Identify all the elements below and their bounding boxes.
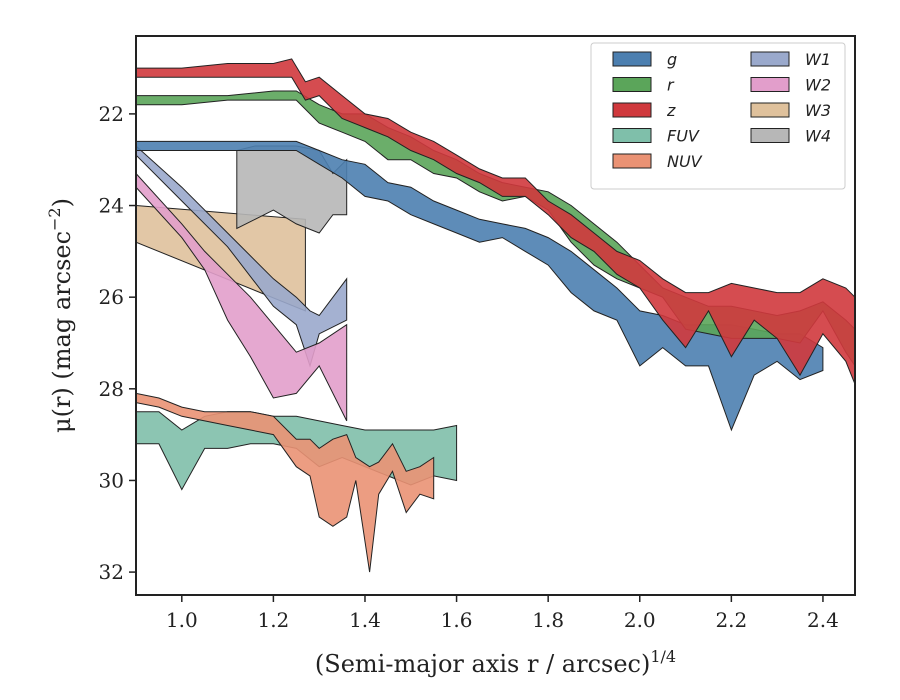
x-tick-label: 2.4 — [807, 608, 839, 632]
legend: grz FUV NUV W1 W2 W3 W4 — [590, 42, 846, 190]
legend-label-w4: W4 — [805, 127, 831, 146]
y-axis-label: μ(r) (mag arcsec−2) — [45, 198, 76, 433]
legend-swatch-r — [612, 77, 652, 92]
legend-swatch-w2 — [750, 77, 790, 92]
x-tick-label: 1.8 — [532, 608, 564, 632]
x-tick-label: 1.0 — [166, 608, 198, 632]
legend-label-w3: W3 — [805, 101, 831, 120]
band-g — [136, 140, 824, 432]
legend-swatch-g — [612, 51, 652, 67]
y-tick-label: 22 — [99, 102, 124, 126]
y-tick-label: 26 — [99, 285, 124, 309]
legend-swatch-w4 — [750, 128, 790, 143]
legend-swatch-fuv — [612, 128, 652, 143]
y-tick-label: 30 — [99, 468, 124, 492]
legend-label-nuv: NUV — [667, 152, 703, 171]
legend-label-r: r — [667, 76, 675, 95]
band-nuv — [136, 392, 435, 573]
legend-swatch-nuv — [612, 153, 652, 169]
y-tick-label: 24 — [99, 194, 124, 218]
legend-label-g: g — [667, 50, 677, 69]
x-axis-label: (Semi-major axis r / arcsec)1/4 — [315, 647, 676, 678]
legend-label-w2: W2 — [805, 76, 831, 95]
y-tick-label: 28 — [99, 377, 124, 401]
x-tick-label: 1.6 — [441, 608, 473, 632]
series-bands — [136, 58, 855, 573]
legend-label-fuv: FUV — [667, 127, 700, 146]
legend-swatch-w1 — [750, 51, 790, 67]
x-tick-label: 1.4 — [349, 608, 381, 632]
y-tick-label: 32 — [99, 560, 124, 584]
x-tick-label: 2.0 — [624, 608, 656, 632]
legend-label-z: z — [666, 101, 676, 120]
band-z — [136, 58, 855, 385]
legend-label-w1: W1 — [805, 50, 831, 69]
legend-swatch-z — [612, 102, 652, 118]
band-w2 — [136, 172, 348, 422]
legend-swatch-w3 — [750, 102, 790, 118]
y-axis-ticks: 22 24 26 28 30 32 — [99, 102, 136, 584]
x-tick-label: 2.2 — [715, 608, 747, 632]
band-w1 — [136, 145, 348, 368]
plot-frame — [135, 35, 856, 596]
x-tick-label: 1.2 — [257, 608, 289, 632]
x-axis-ticks: 1.0 1.2 1.4 1.6 1.8 2.0 2.2 2.4 — [166, 595, 839, 632]
